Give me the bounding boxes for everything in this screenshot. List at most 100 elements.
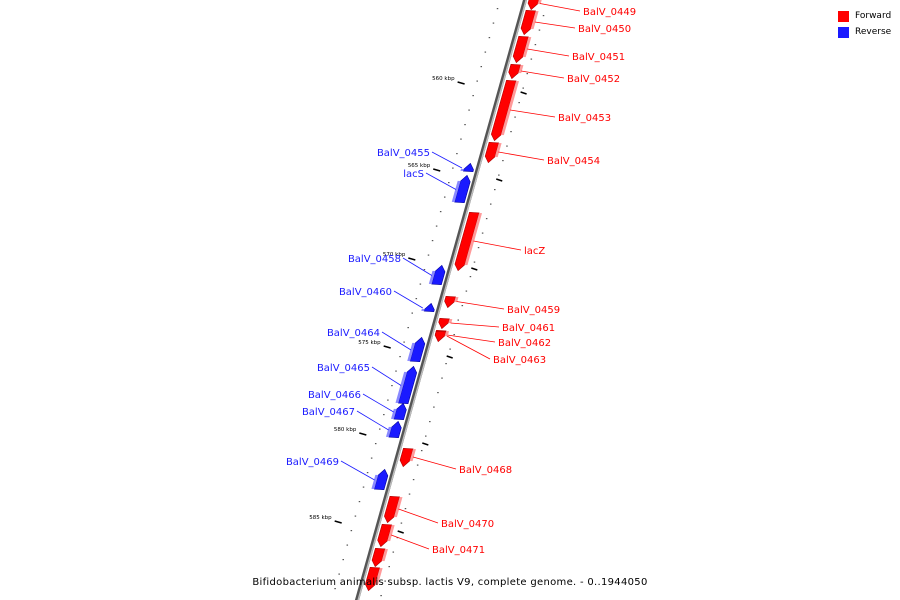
minor-tick: [362, 486, 365, 488]
minor-tick: [476, 80, 478, 82]
gene-label: BalV_0460: [339, 287, 392, 298]
gene-fragment-shade: [381, 548, 388, 562]
minor-tick: [435, 225, 438, 227]
minor-tick: [443, 196, 446, 198]
forward-swatch: [838, 10, 849, 22]
gene-leader-line: [446, 335, 491, 360]
gene-leader-line: [473, 240, 522, 251]
gene-label: BalV_0453: [558, 113, 611, 124]
tick-label: 560 kbp: [432, 76, 455, 82]
minor-tick: [412, 479, 415, 481]
minor-tick: [415, 298, 418, 300]
minor-tick: [457, 319, 459, 321]
gene-balv_0453: [491, 79, 517, 142]
gene-balv_0455: [462, 162, 474, 173]
minor-tick: [481, 232, 484, 234]
gene-label: BalV_0455: [377, 148, 430, 159]
gene-balv_0452-shade: [518, 64, 524, 74]
gene-fragment-shade: [374, 567, 383, 586]
minor-tick: [419, 283, 422, 285]
minor-tick: [358, 501, 361, 503]
gene-leader-line: [498, 151, 545, 161]
minor-tick: [350, 530, 353, 532]
minor-tick: [510, 131, 512, 133]
gene-balv_0466-shade: [391, 408, 397, 420]
gene-balv_0450-shade: [530, 10, 539, 30]
minor-tick: [494, 189, 496, 191]
gene-leader-line: [539, 3, 581, 12]
gene-leader-line: [527, 48, 570, 57]
minor-tick: [522, 87, 524, 89]
minor-tick: [465, 290, 468, 292]
major-tick: [496, 178, 503, 182]
gene-leader-line: [391, 534, 430, 550]
minor-tick: [387, 399, 389, 401]
gene-fragment: [371, 547, 386, 568]
tick-label: 580 kbp: [334, 427, 357, 433]
gene-label: BalV_0452: [567, 74, 620, 85]
minor-tick: [460, 138, 462, 140]
gene-leader-line: [340, 460, 375, 481]
gene-balv_0461-shade: [448, 318, 453, 324]
gene-label: BalV_0450: [578, 24, 631, 35]
minor-tick: [469, 276, 472, 278]
tick-label: 570 kbp: [383, 252, 406, 258]
gene-balv_0470-shade: [394, 496, 403, 518]
major-tick: [433, 168, 441, 172]
minor-tick: [437, 392, 439, 394]
minor-tick: [338, 573, 340, 575]
tick-label: 575 kbp: [358, 340, 381, 346]
minor-tick: [441, 377, 443, 379]
gene-balv_0461: [438, 317, 450, 330]
minor-tick: [407, 327, 409, 329]
gene-balv_0454: [484, 141, 500, 164]
legend-label-forward: Forward: [855, 11, 892, 21]
gene-leader-line: [402, 257, 433, 276]
minor-tick: [473, 261, 476, 263]
legend-item-forward: Forward: [838, 8, 891, 24]
legend: Forward Reverse: [838, 8, 891, 40]
minor-tick: [366, 472, 369, 474]
legend-item-reverse: Reverse: [838, 24, 891, 40]
minor-tick: [379, 428, 381, 430]
major-tick: [359, 432, 367, 436]
minor-tick: [408, 493, 411, 495]
minor-tick: [425, 435, 427, 437]
major-tick: [383, 345, 391, 349]
minor-tick: [403, 341, 405, 343]
gene-balv_0452: [508, 63, 521, 80]
minor-tick: [400, 522, 403, 524]
gene-leader-line: [431, 151, 463, 169]
gene-label: lacZ: [524, 246, 545, 257]
gene-balv_0459-shade: [454, 296, 459, 303]
reverse-swatch: [838, 26, 849, 38]
gene-leader-line: [356, 410, 389, 431]
gene-label: BalV_0462: [498, 338, 551, 349]
gene-balv_0454-shade: [494, 142, 502, 158]
minor-tick: [423, 269, 426, 271]
gene-balv_0469-shade: [371, 474, 379, 490]
minor-tick: [538, 29, 541, 31]
gene-label: BalV_0459: [507, 305, 560, 316]
minor-tick: [384, 580, 386, 582]
genome-backbone: [354, 0, 528, 600]
minor-tick: [388, 566, 390, 568]
minor-tick: [391, 385, 393, 387]
major-tick: [397, 530, 404, 534]
gene-label: BalV_0463: [493, 355, 546, 366]
minor-tick: [530, 58, 533, 60]
minor-tick: [456, 153, 458, 155]
gene-label: BalV_0458: [348, 254, 401, 265]
gene-label: BalV_0464: [327, 328, 380, 339]
gene-balv_0453-shade: [500, 80, 519, 136]
minor-tick: [492, 22, 495, 24]
legend-label-reverse: Reverse: [855, 27, 892, 37]
minor-tick: [496, 8, 499, 10]
gene-balv_0458-shade: [428, 270, 436, 285]
gene-leader-line: [521, 70, 565, 79]
minor-tick: [448, 182, 450, 184]
tick-label: 565 kbp: [408, 163, 431, 169]
minor-tick: [431, 240, 434, 242]
minor-tick: [342, 559, 344, 561]
gene-balv_0470: [384, 495, 400, 524]
